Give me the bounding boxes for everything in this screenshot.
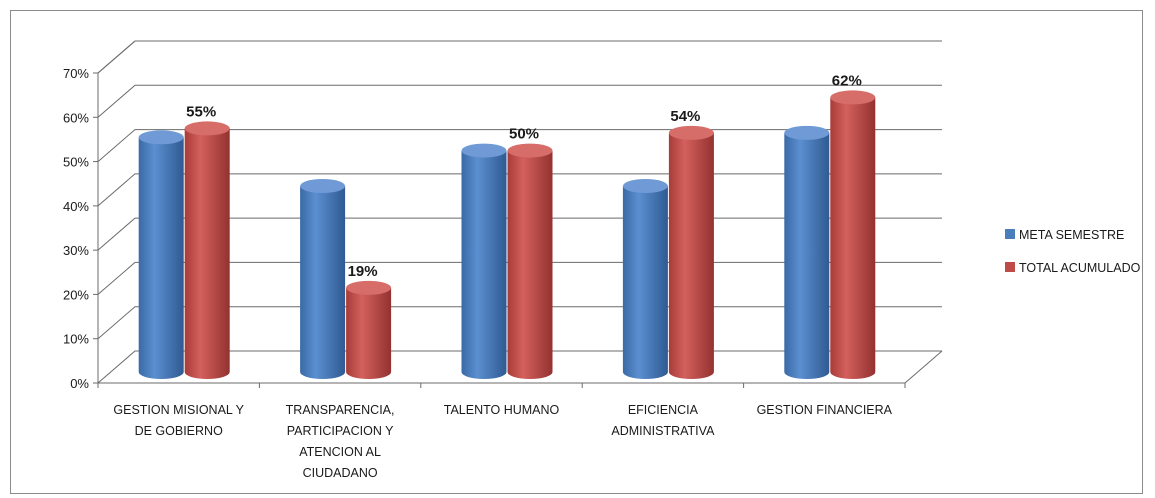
legend: META SEMESTRE TOTAL ACUMULADO [1005,228,1141,275]
y-tick-label: 70% [63,66,89,81]
bar-top [461,143,507,158]
bar-top [300,179,346,193]
bar-top [622,179,668,193]
category-label-line: ATENCION AL [299,445,381,459]
category-label: TALENTO HUMANO [444,403,560,417]
bar-meta-2 [300,179,346,380]
bar-top [346,280,392,295]
bars [138,90,876,380]
data-labels: 55% 19% 50% 54% 62% [186,72,862,279]
bar-top [507,143,553,158]
bar-body [668,132,714,380]
category-label-line: TRANSPARENCIA, [286,403,395,417]
bar-top [184,121,230,136]
bar-top [784,125,830,140]
bar-meta-3 [461,143,507,380]
y-tick-label: 60% [63,110,89,125]
y-tick-label: 30% [63,243,89,258]
bar-total-5 [830,90,876,380]
category-label-line: TALENTO HUMANO [444,403,560,417]
bar-total-4 [668,125,714,380]
category-label: GESTION FINANCIERA [757,403,893,417]
y-tick-label: 0% [70,376,89,391]
category-labels: GESTION MISIONAL Y DE GOBIERNO TRANSPARENC… [113,403,892,480]
legend-label: TOTAL ACUMULADO [1019,261,1141,275]
bar-body [346,287,392,380]
bar-meta-4 [622,179,668,380]
data-label: 50% [509,126,539,143]
bar-top [668,125,714,140]
category-label-line: EFICIENCIA [628,403,699,417]
legend-swatch [1005,262,1015,272]
y-tick-label: 50% [63,155,89,170]
category-label-line: GESTION FINANCIERA [757,403,893,417]
bar-top [138,130,184,145]
data-label: 55% [186,103,216,120]
bar-body [622,186,668,380]
gridline [97,84,942,118]
category-label-line: PARTICIPACION Y [287,424,394,438]
category-label-line: CIUDADANO [303,466,378,480]
bar-total-2 [346,280,392,380]
bar-body [507,150,553,380]
category-label-line: DE GOBIERNO [135,424,223,438]
category-label-line: ADMINISTRATIVA [611,424,715,438]
legend-swatch [1005,229,1015,239]
y-axis-tick-labels: 0% 10% 20% 30% 40% 50% 60% 70% [63,66,89,391]
bar-meta-5 [784,125,830,380]
category-label: EFICIENCIA ADMINISTRATIVA [611,403,715,438]
bar-total-3 [507,143,553,380]
bar-body [461,150,507,380]
bar-body [830,97,876,380]
bar-total-1 [184,121,230,380]
category-label-line: GESTION MISIONAL Y [113,403,244,417]
data-label: 62% [832,72,862,89]
legend-label: META SEMESTRE [1019,228,1124,242]
category-label: GESTION MISIONAL Y DE GOBIERNO [113,403,244,438]
data-label: 54% [670,108,700,125]
gridline [97,40,942,74]
y-tick-label: 40% [63,199,89,214]
category-label: TRANSPARENCIA, PARTICIPACION Y ATENCION AL… [286,403,395,480]
bar-body [784,132,830,380]
y-tick-label: 10% [63,332,89,347]
bar-meta-1 [138,130,184,380]
bar-body [184,128,230,380]
y-tick-label: 20% [63,287,89,302]
bar-body [138,137,184,380]
back-wall-top [97,40,942,74]
bar-body [300,186,346,380]
bar-top [830,90,876,105]
data-label: 19% [348,263,378,280]
